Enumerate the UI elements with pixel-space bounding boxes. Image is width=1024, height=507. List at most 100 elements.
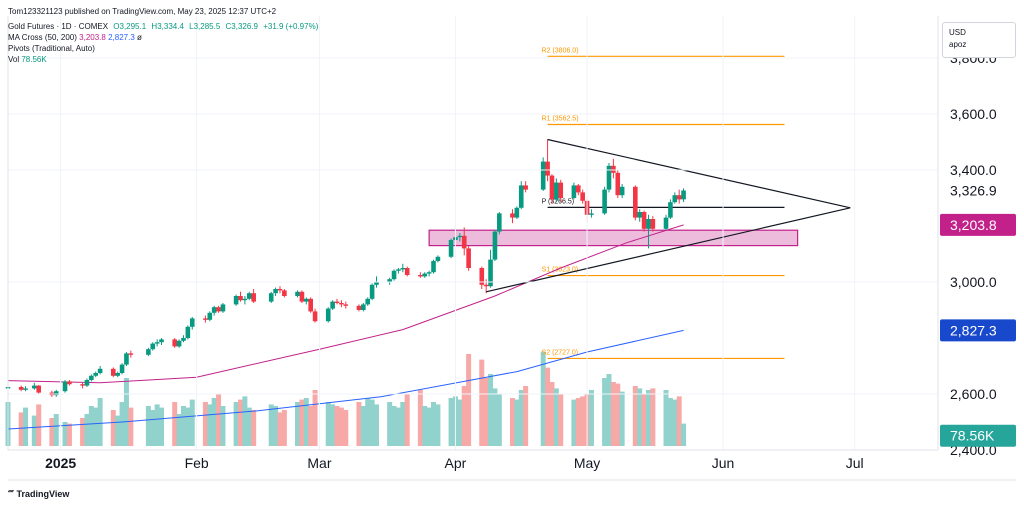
candle-body bbox=[580, 192, 585, 201]
price-badge-label: 2,827.3 bbox=[950, 322, 997, 338]
volume-bar bbox=[373, 404, 379, 446]
volume-bar bbox=[185, 407, 191, 446]
y-tick-label: 3,400.0 bbox=[950, 162, 997, 178]
volume-bar bbox=[49, 418, 55, 446]
volume-bar bbox=[650, 388, 656, 446]
volume-bar bbox=[88, 406, 94, 446]
volume-bar bbox=[606, 374, 612, 446]
candle-body bbox=[633, 186, 638, 218]
candle-body bbox=[176, 340, 182, 347]
low-value: L3,285.5 bbox=[189, 22, 221, 31]
volume-bar bbox=[338, 407, 344, 446]
volume-bar bbox=[479, 359, 485, 446]
candle-body bbox=[312, 311, 318, 322]
candle-body bbox=[637, 212, 642, 218]
candle-body bbox=[246, 293, 252, 299]
candle-body bbox=[615, 172, 621, 196]
symbol-label: Gold Futures · 1D · COMEX bbox=[8, 22, 109, 31]
candle-body bbox=[36, 385, 42, 393]
volume-bar bbox=[246, 407, 252, 446]
candle-body bbox=[545, 161, 550, 176]
volume-bar bbox=[571, 399, 577, 446]
volume-bar bbox=[483, 378, 489, 446]
candle-body bbox=[304, 298, 309, 302]
candle-body bbox=[387, 279, 392, 282]
pivot-label: P (3266.5) bbox=[542, 198, 575, 205]
ohlc-legend: Gold Futures · 1D · COMEX O3,295.1 H3,33… bbox=[8, 22, 321, 32]
change-value: +31.9 (+0.97%) bbox=[263, 22, 319, 31]
candle-body bbox=[273, 289, 278, 294]
volume-bar bbox=[545, 367, 551, 446]
candle-body bbox=[672, 195, 678, 203]
volume-bar bbox=[558, 394, 564, 446]
volume-bar bbox=[426, 407, 432, 446]
candle-body bbox=[89, 375, 94, 380]
volume-bar bbox=[238, 399, 243, 446]
volume-bar bbox=[615, 383, 621, 446]
candle-body bbox=[185, 326, 191, 338]
volume-bar bbox=[216, 394, 222, 446]
candle-body bbox=[251, 293, 256, 302]
trendline bbox=[486, 207, 851, 293]
volume-bar bbox=[189, 399, 195, 446]
tradingview-logo-icon: ⁗ bbox=[8, 489, 14, 499]
volume-bar bbox=[295, 402, 301, 446]
close-value: C3,326.9 bbox=[225, 22, 258, 31]
candle-body bbox=[211, 307, 217, 313]
user-label: apoz bbox=[949, 40, 967, 49]
volume-bar bbox=[435, 404, 441, 446]
price-badge-bg bbox=[940, 424, 1016, 447]
axes: 3,800.03,600.03,400.03,000.02,600.02,400… bbox=[7, 16, 1016, 481]
x-tick-label: Jun bbox=[712, 455, 735, 471]
candle-body bbox=[676, 195, 682, 200]
candle-body bbox=[172, 339, 177, 347]
volume-bar bbox=[672, 399, 678, 446]
candle-body bbox=[540, 161, 546, 190]
pivot-label: R2 (3806.0) bbox=[542, 47, 579, 54]
volume-bar bbox=[518, 390, 524, 446]
candle-body bbox=[181, 338, 186, 341]
currency-selector[interactable]: USD apoz bbox=[942, 22, 1016, 58]
volume-bar bbox=[365, 398, 371, 446]
candle-body bbox=[466, 248, 471, 268]
candle-body bbox=[325, 308, 331, 322]
volume-bar bbox=[66, 423, 72, 446]
volume-bar bbox=[277, 412, 283, 446]
price-badge-bg bbox=[940, 213, 1016, 236]
volume-bar bbox=[233, 402, 239, 446]
candle-body bbox=[97, 368, 103, 373]
volume-bar bbox=[53, 414, 59, 446]
candle-body bbox=[159, 339, 164, 343]
candle-body bbox=[483, 284, 489, 287]
candle-body bbox=[53, 391, 59, 396]
candle-body bbox=[339, 303, 344, 305]
volume-bar bbox=[575, 398, 581, 446]
candle-body bbox=[650, 219, 656, 229]
x-tick-label: 2025 bbox=[45, 455, 76, 471]
candle-body bbox=[18, 387, 24, 390]
volume-bar bbox=[360, 406, 366, 446]
x-tick-label: Jul bbox=[846, 455, 864, 471]
candle-body bbox=[668, 202, 673, 218]
volume-bar bbox=[492, 388, 498, 446]
volume-bar bbox=[299, 399, 305, 446]
volume-bar bbox=[523, 386, 529, 446]
volume-bar bbox=[159, 407, 165, 446]
volume-bar bbox=[23, 407, 29, 446]
volume-bar bbox=[154, 404, 160, 446]
volume-bar bbox=[268, 404, 274, 446]
volume-bar bbox=[18, 412, 24, 446]
candle-body bbox=[611, 165, 616, 173]
volume-bar bbox=[395, 407, 401, 446]
candle-body bbox=[523, 185, 528, 190]
candle-body bbox=[492, 231, 498, 260]
candle-body bbox=[518, 185, 524, 208]
ma-legend: MA Cross (50, 200) 3,203.8 2,827.3 ø bbox=[8, 33, 142, 43]
candle-body bbox=[663, 217, 669, 229]
volume-bar bbox=[466, 354, 472, 446]
candle-body bbox=[589, 213, 594, 215]
high-value: H3,334.4 bbox=[151, 22, 184, 31]
candle-body bbox=[238, 296, 243, 301]
x-tick-label: May bbox=[574, 455, 600, 471]
candle-body bbox=[448, 240, 454, 257]
